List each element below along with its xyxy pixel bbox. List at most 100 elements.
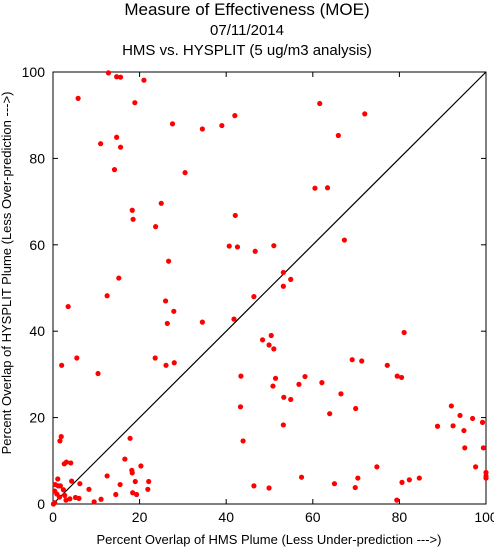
data-point xyxy=(76,495,82,501)
data-point xyxy=(141,77,147,83)
data-point xyxy=(259,337,266,343)
data-point xyxy=(117,74,124,80)
data-point xyxy=(469,415,476,422)
data-point xyxy=(462,445,468,451)
data-point xyxy=(158,200,164,206)
data-point xyxy=(199,319,205,325)
y-tick-label: 40 xyxy=(29,323,45,339)
data-point xyxy=(384,362,390,368)
data-point xyxy=(62,492,68,498)
data-point xyxy=(317,100,323,107)
data-point xyxy=(58,434,64,440)
data-point xyxy=(152,355,158,361)
chart-subtitle: HMS vs. HYSPLIT (5 ug/m3 analysis) xyxy=(122,42,372,59)
data-point xyxy=(138,463,144,469)
data-point xyxy=(394,373,400,379)
data-point xyxy=(266,342,272,348)
data-point xyxy=(60,487,66,493)
data-point xyxy=(399,479,405,485)
data-point xyxy=(104,293,110,299)
data-point xyxy=(132,100,138,106)
data-point xyxy=(335,132,341,139)
x-tick-label: 20 xyxy=(132,509,148,525)
data-point xyxy=(271,346,277,352)
data-point xyxy=(114,134,120,140)
data-point xyxy=(91,499,97,505)
x-axis-label: Percent Overlap of HMS Plume (Less Under… xyxy=(97,532,442,547)
data-point xyxy=(271,243,277,249)
x-tick-label: 80 xyxy=(392,509,408,525)
data-point xyxy=(280,422,286,428)
data-point xyxy=(164,320,170,327)
data-point xyxy=(349,357,355,363)
data-point xyxy=(67,496,73,502)
data-point xyxy=(252,248,258,254)
data-point xyxy=(480,445,487,451)
data-point xyxy=(237,404,244,410)
data-point xyxy=(374,464,380,470)
plot-frame xyxy=(52,71,487,505)
data-point xyxy=(398,374,405,381)
data-point xyxy=(457,412,463,419)
data-point xyxy=(98,496,104,502)
data-point xyxy=(280,269,286,276)
y-tick-label: 60 xyxy=(29,237,45,253)
x-tick-label: 60 xyxy=(305,509,321,525)
data-point xyxy=(434,423,441,429)
data-point xyxy=(59,362,65,368)
data-point xyxy=(65,303,71,310)
data-point xyxy=(266,485,272,491)
data-point xyxy=(359,358,365,364)
data-point xyxy=(55,476,61,482)
x-tick-label: 40 xyxy=(218,509,234,525)
data-point xyxy=(270,383,276,389)
data-point xyxy=(104,473,110,479)
data-point xyxy=(324,185,331,191)
data-point xyxy=(163,362,169,368)
y-tick-label: 80 xyxy=(29,150,45,166)
y-tick-label: 20 xyxy=(29,410,45,426)
data-point xyxy=(473,464,479,470)
data-point xyxy=(63,459,70,465)
data-point xyxy=(353,405,359,412)
data-point xyxy=(129,470,135,476)
data-point xyxy=(231,316,237,322)
data-point xyxy=(327,411,333,417)
data-point xyxy=(238,373,244,379)
data-point xyxy=(226,243,232,249)
data-point xyxy=(394,497,400,503)
data-point xyxy=(272,375,279,381)
data-point xyxy=(401,329,407,336)
data-point xyxy=(127,435,133,441)
data-point xyxy=(169,121,176,127)
data-point xyxy=(57,483,63,489)
data-point xyxy=(288,276,294,282)
data-point xyxy=(268,332,274,339)
data-point xyxy=(114,74,120,80)
data-point xyxy=(133,491,140,498)
chart-title: Measure of Effectiveness (MOE) xyxy=(124,0,370,19)
data-point xyxy=(199,126,205,132)
data-point xyxy=(319,380,325,386)
data-point xyxy=(130,490,136,496)
data-point xyxy=(116,275,122,281)
y-tick-label: 100 xyxy=(22,64,46,80)
data-point xyxy=(302,373,308,380)
data-point xyxy=(288,396,294,403)
data-point xyxy=(182,170,188,176)
data-point xyxy=(75,95,81,101)
data-point xyxy=(341,237,348,243)
data-point xyxy=(132,478,138,485)
data-point xyxy=(86,486,92,492)
data-point xyxy=(50,501,57,507)
data-point xyxy=(461,427,467,434)
data-point xyxy=(117,144,124,150)
data-point xyxy=(352,484,358,491)
data-point xyxy=(338,391,344,397)
data-point xyxy=(450,423,456,429)
data-point xyxy=(406,477,412,483)
chart-date: 07/11/2014 xyxy=(210,22,284,39)
data-point xyxy=(483,475,489,481)
data-point xyxy=(98,141,104,147)
